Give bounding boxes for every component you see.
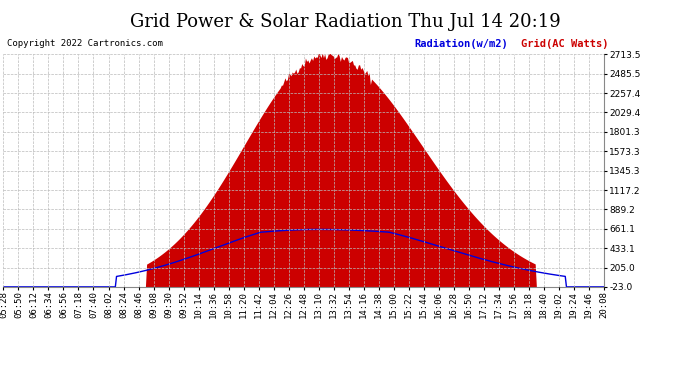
Text: Radiation(w/m2): Radiation(w/m2)	[414, 39, 508, 50]
Text: Copyright 2022 Cartronics.com: Copyright 2022 Cartronics.com	[7, 39, 163, 48]
Text: Grid(AC Watts): Grid(AC Watts)	[521, 39, 609, 50]
Text: Grid Power & Solar Radiation Thu Jul 14 20:19: Grid Power & Solar Radiation Thu Jul 14 …	[130, 13, 560, 31]
